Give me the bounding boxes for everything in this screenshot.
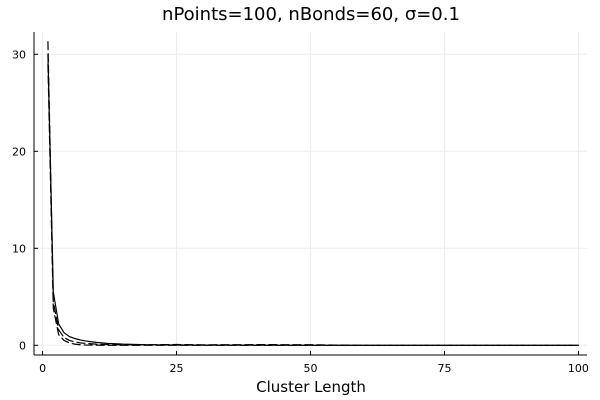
x-tick-label: 25: [170, 362, 184, 375]
x-tick-label: 75: [437, 362, 451, 375]
y-tick-label: 30: [12, 48, 26, 61]
x-tick-label: 0: [39, 362, 46, 375]
series-line-2: [47, 41, 580, 346]
series-lines: [47, 41, 580, 346]
y-tick-label: 0: [19, 339, 26, 352]
chart-title: nPoints=100, nBonds=60, σ=0.1: [162, 4, 460, 25]
y-tick-labels: 0 10 20 30: [12, 48, 26, 352]
x-tick-label: 100: [568, 362, 589, 375]
x-axis-label: Cluster Length: [256, 378, 366, 396]
gridlines: [34, 32, 587, 355]
x-tick-label: 50: [304, 362, 318, 375]
series-line-1: [47, 53, 580, 346]
axes: [33, 32, 587, 356]
y-tick-label: 10: [12, 242, 26, 255]
x-tick-labels: 0 25 50 75 100: [39, 362, 589, 375]
y-tick-label: 20: [12, 145, 26, 158]
series-line-3: [47, 63, 580, 346]
